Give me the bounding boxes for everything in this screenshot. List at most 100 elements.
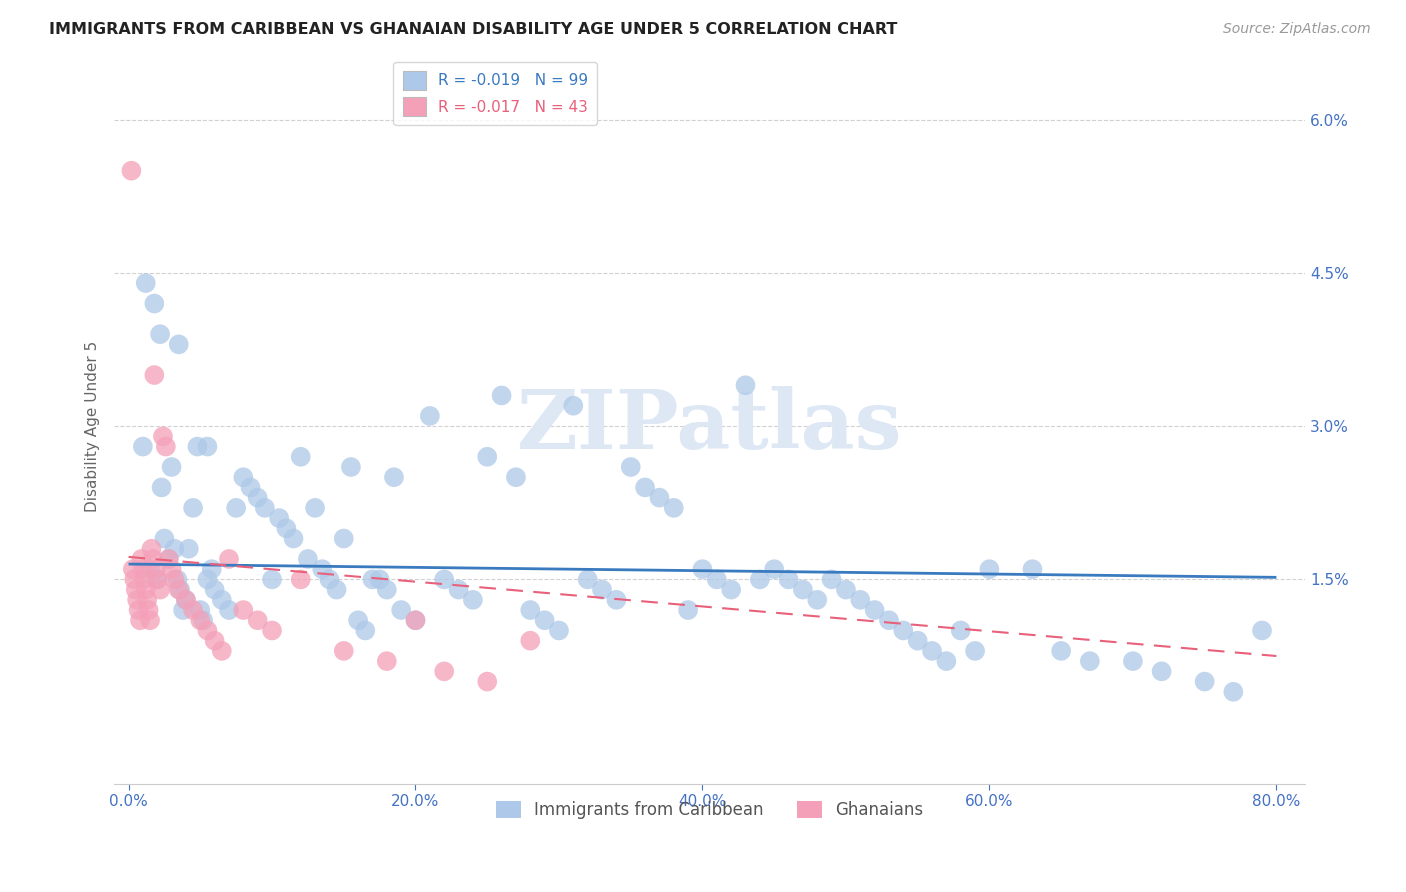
Point bbox=[121, 562, 143, 576]
Point bbox=[125, 582, 148, 597]
Point bbox=[304, 500, 326, 515]
Point bbox=[935, 654, 957, 668]
Point bbox=[1150, 665, 1173, 679]
Point bbox=[172, 603, 194, 617]
Point bbox=[197, 624, 219, 638]
Point bbox=[907, 633, 929, 648]
Point bbox=[142, 552, 165, 566]
Point bbox=[318, 573, 340, 587]
Point bbox=[676, 603, 699, 617]
Point bbox=[949, 624, 972, 638]
Point bbox=[519, 603, 541, 617]
Text: Source: ZipAtlas.com: Source: ZipAtlas.com bbox=[1223, 22, 1371, 37]
Point bbox=[128, 603, 150, 617]
Point bbox=[146, 573, 169, 587]
Point bbox=[877, 613, 900, 627]
Point bbox=[129, 613, 152, 627]
Point bbox=[562, 399, 585, 413]
Point bbox=[153, 532, 176, 546]
Point bbox=[239, 480, 262, 494]
Point bbox=[204, 633, 226, 648]
Point bbox=[835, 582, 858, 597]
Point bbox=[232, 603, 254, 617]
Y-axis label: Disability Age Under 5: Disability Age Under 5 bbox=[86, 341, 100, 512]
Point bbox=[253, 500, 276, 515]
Point bbox=[382, 470, 405, 484]
Point bbox=[139, 562, 162, 576]
Point bbox=[174, 592, 197, 607]
Point bbox=[211, 644, 233, 658]
Point bbox=[160, 562, 183, 576]
Point bbox=[634, 480, 657, 494]
Point bbox=[849, 592, 872, 607]
Point bbox=[131, 552, 153, 566]
Point bbox=[591, 582, 613, 597]
Point bbox=[491, 388, 513, 402]
Point bbox=[163, 541, 186, 556]
Point bbox=[405, 613, 427, 627]
Point bbox=[201, 562, 224, 576]
Point bbox=[921, 644, 943, 658]
Point bbox=[204, 582, 226, 597]
Point bbox=[1222, 685, 1244, 699]
Point bbox=[218, 552, 240, 566]
Point bbox=[134, 573, 156, 587]
Point bbox=[181, 603, 204, 617]
Point bbox=[132, 562, 155, 576]
Point bbox=[232, 470, 254, 484]
Point bbox=[149, 327, 172, 342]
Point bbox=[820, 573, 842, 587]
Point bbox=[155, 440, 177, 454]
Point bbox=[778, 573, 800, 587]
Point bbox=[177, 541, 200, 556]
Point bbox=[340, 460, 363, 475]
Point bbox=[461, 592, 484, 607]
Point bbox=[145, 562, 167, 576]
Point bbox=[447, 582, 470, 597]
Point bbox=[167, 337, 190, 351]
Point bbox=[477, 450, 499, 464]
Point bbox=[143, 368, 166, 382]
Point bbox=[620, 460, 643, 475]
Point bbox=[136, 592, 159, 607]
Point bbox=[260, 573, 283, 587]
Point bbox=[605, 592, 627, 607]
Point bbox=[477, 674, 499, 689]
Point bbox=[160, 460, 183, 475]
Point bbox=[389, 603, 412, 617]
Point bbox=[197, 440, 219, 454]
Point bbox=[1078, 654, 1101, 668]
Point bbox=[150, 480, 173, 494]
Point bbox=[1050, 644, 1073, 658]
Point bbox=[706, 573, 728, 587]
Point bbox=[891, 624, 914, 638]
Point bbox=[276, 521, 298, 535]
Point bbox=[748, 573, 770, 587]
Point bbox=[419, 409, 441, 423]
Point bbox=[576, 573, 599, 587]
Point bbox=[405, 613, 427, 627]
Point bbox=[433, 665, 456, 679]
Point bbox=[246, 491, 269, 505]
Point bbox=[332, 532, 354, 546]
Point bbox=[174, 592, 197, 607]
Point bbox=[519, 633, 541, 648]
Point bbox=[143, 296, 166, 310]
Point bbox=[332, 644, 354, 658]
Point bbox=[1122, 654, 1144, 668]
Point bbox=[297, 552, 319, 566]
Point bbox=[979, 562, 1001, 576]
Point bbox=[246, 613, 269, 627]
Point bbox=[548, 624, 571, 638]
Point bbox=[720, 582, 742, 597]
Point bbox=[260, 624, 283, 638]
Point bbox=[863, 603, 886, 617]
Point bbox=[169, 582, 191, 597]
Point bbox=[311, 562, 333, 576]
Point bbox=[792, 582, 814, 597]
Point bbox=[965, 644, 987, 658]
Point bbox=[141, 541, 163, 556]
Point bbox=[120, 163, 142, 178]
Point bbox=[127, 592, 149, 607]
Point bbox=[347, 613, 370, 627]
